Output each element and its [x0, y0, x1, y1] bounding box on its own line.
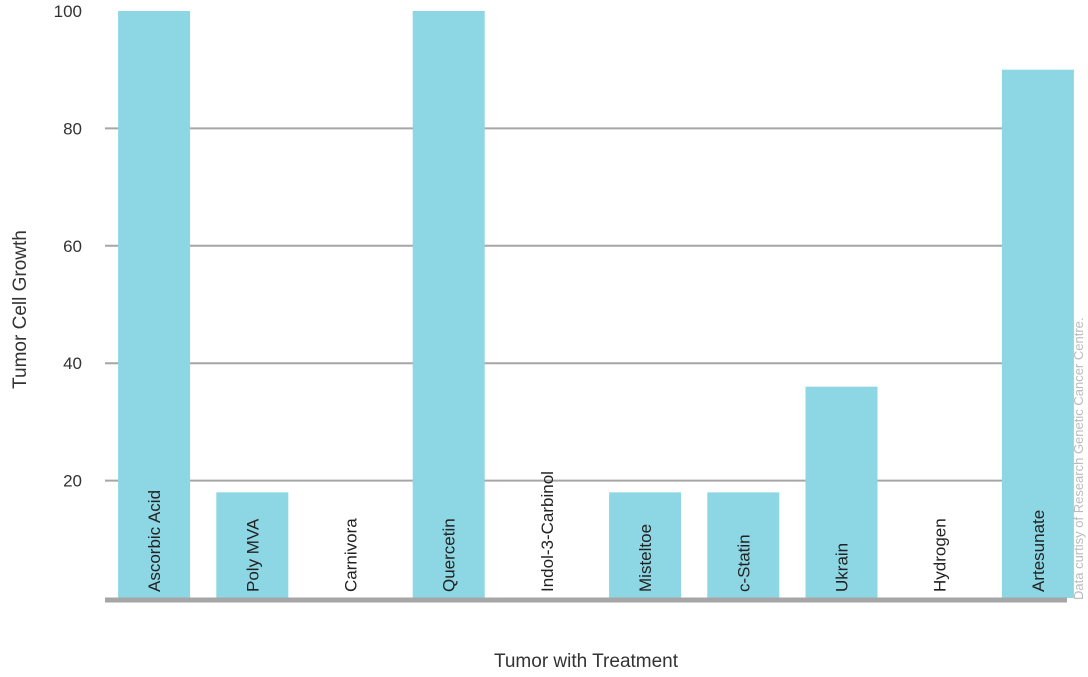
- data-credit: Data curtisy of Research Genetic Cancer …: [1071, 317, 1086, 600]
- bar: [707, 492, 780, 598]
- bar-category-label: Hydrogen: [931, 518, 950, 592]
- bar-labels: Ascorbic Acid Poly MVA Carnivora Quercetin I…: [145, 471, 1048, 592]
- bar-category-label: Ukrain: [833, 543, 852, 592]
- bar-category-label: Indol-3-Carbinol: [538, 471, 557, 592]
- x-axis-title: Tumor with Treatment: [494, 651, 679, 672]
- bar-category-label: Ascorbic Acid: [145, 490, 164, 592]
- y-tick-labels: 20 40 60 80 100: [54, 2, 82, 491]
- bar: [412, 11, 485, 598]
- y-tick-label: 20: [63, 472, 82, 491]
- bar: [805, 386, 878, 598]
- y-tick-label: 40: [63, 354, 82, 373]
- bar-category-label: c-Statin: [734, 534, 753, 592]
- y-axis-title: Tumor Cell Growth: [10, 230, 31, 389]
- bar-category-label: Carnivora: [342, 518, 361, 592]
- gridlines: [105, 127, 1067, 482]
- y-tick-label: 80: [63, 119, 82, 138]
- bar-category-label: Poly MVA: [243, 518, 262, 592]
- bar: [609, 492, 682, 598]
- bar: [216, 492, 289, 598]
- y-tick-label: 60: [63, 237, 82, 256]
- bar-category-label: Quercetin: [440, 518, 459, 592]
- bar: [118, 11, 191, 598]
- bar-category-label: Artesunate: [1029, 510, 1048, 592]
- bars: [118, 11, 1074, 598]
- bar-category-label: Misteltoe: [636, 524, 655, 592]
- bar: [1001, 69, 1074, 598]
- y-tick-label: 100: [54, 2, 82, 21]
